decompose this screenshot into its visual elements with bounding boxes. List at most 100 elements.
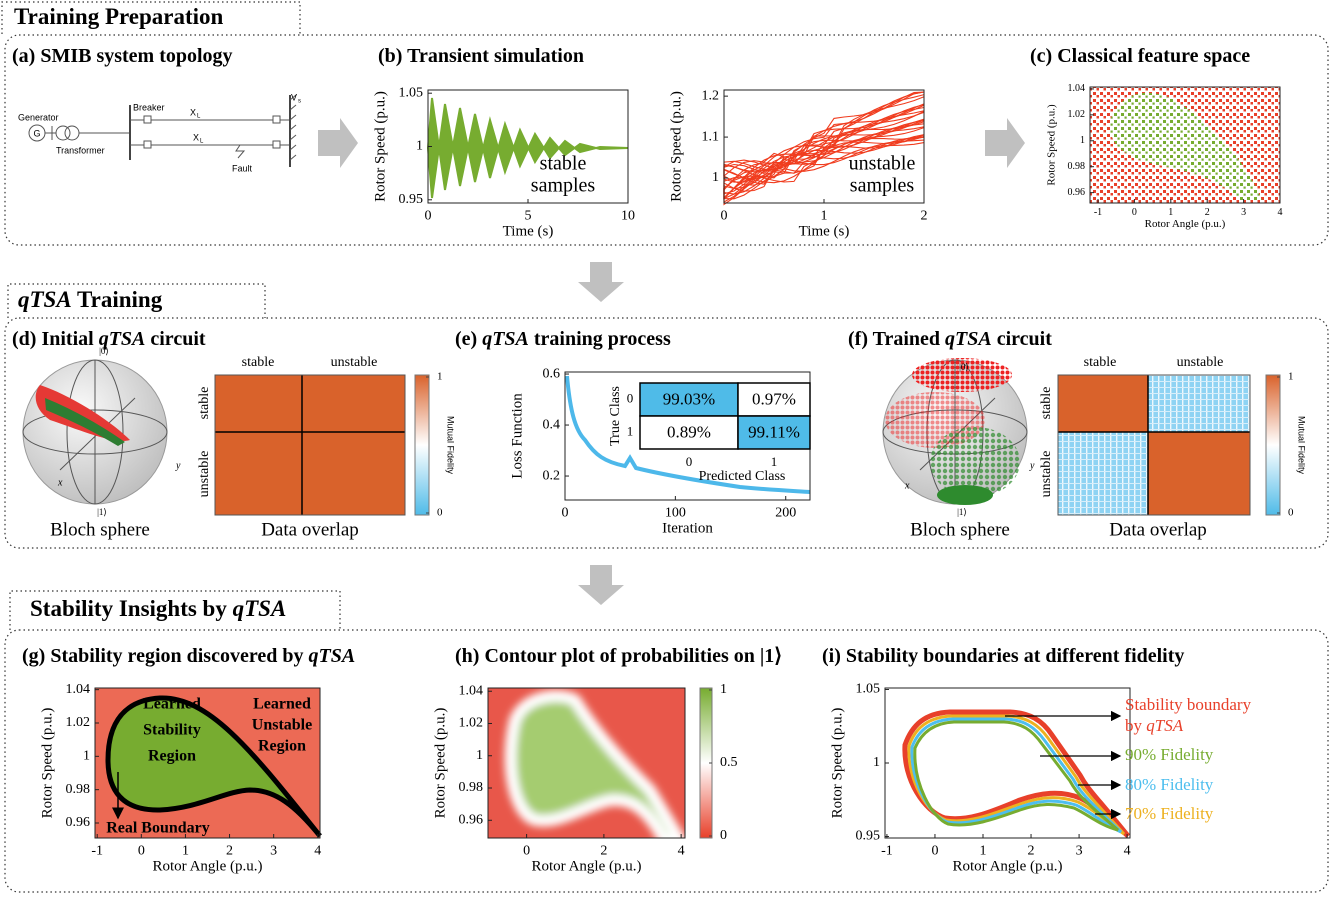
y-tick-label: 1.1 <box>702 129 720 144</box>
diagram-label: V <box>291 92 297 102</box>
text-run: Training <box>72 287 163 312</box>
y-tick-label: 1 <box>416 139 423 154</box>
panel-title: (d) Initial qTSA circuit <box>12 328 206 350</box>
diagram-label: Breaker <box>133 102 165 112</box>
text-run: qTSA <box>18 287 72 312</box>
text-run: (e) <box>455 328 482 350</box>
y-tick-label: 0.96 <box>66 815 91 830</box>
class-label: unstable <box>1177 355 1224 370</box>
bloch-label: x <box>57 477 63 488</box>
panel-title: (c) Classical feature space <box>1030 45 1250 67</box>
annotation: Learned <box>253 696 311 713</box>
text-run: (f) Trained <box>848 328 945 350</box>
class-label: stable <box>1084 355 1117 370</box>
x-tick-label: 2 <box>1028 844 1035 859</box>
matrix-value: 0.97% <box>752 389 796 408</box>
y-axis-label: Rotor Speed (p.u.) <box>432 708 448 819</box>
text-run: qTSA <box>233 596 287 621</box>
y-tick-label: 0.2 <box>543 468 561 483</box>
caption: Data overlap <box>1109 519 1207 540</box>
text-run: (i) Stability boundaries at different fi… <box>822 645 1184 667</box>
class-label: unstable <box>331 355 378 370</box>
x-tick-label: 1 <box>821 209 828 224</box>
colorbar-tick-label: 1 <box>437 371 443 383</box>
text-run: qTSA <box>308 645 355 667</box>
legend-entry: Stability boundary by qTSA <box>1125 695 1255 735</box>
x-tick-label: 4 <box>678 844 685 859</box>
matrix-value: 99.03% <box>663 389 715 408</box>
text-run: (g) Stability region discovered by <box>22 645 308 667</box>
colorbar-label: Mutual Fidelity <box>446 416 456 475</box>
y-tick-label: 1 <box>712 170 719 185</box>
diagram-label: X <box>193 132 199 142</box>
y-tick-label: 0.4 <box>543 417 561 432</box>
colorbar-tick-label: 0 <box>1288 507 1294 519</box>
annotation: Unstable <box>252 717 312 734</box>
x-tick-label: 0 <box>931 844 938 859</box>
overlap-heatmap <box>215 375 429 515</box>
x-axis-label: Rotor Angle (p.u.) <box>532 859 642 875</box>
class-label: unstable <box>1039 451 1054 498</box>
x-tick-label: 1 <box>182 844 189 859</box>
x-tick-label: 0 <box>562 506 569 521</box>
x-tick-label: 2 <box>226 844 233 859</box>
y-tick-label: 0.98 <box>459 780 484 795</box>
flow-arrow <box>578 262 624 302</box>
feature-scatter <box>1090 87 1280 203</box>
annotation: samples <box>850 175 915 197</box>
legend-entry: 70% Fidelity <box>1125 804 1214 823</box>
text-run: Training Preparation <box>14 4 224 29</box>
annotation: Stability <box>143 722 201 739</box>
panel-title: (i) Stability boundaries at different fi… <box>822 645 1184 667</box>
annotation: Learned <box>143 696 201 713</box>
flow-arrow <box>985 118 1025 168</box>
y-tick-label: 0.96 <box>1068 187 1086 198</box>
diagram-label: s <box>298 99 301 105</box>
y-tick-label: 1.05 <box>856 682 881 697</box>
x-tick-label: 1 <box>1168 207 1173 218</box>
x-axis-label: Rotor Angle (p.u.) <box>953 859 1063 875</box>
diagram-label: X <box>190 107 196 117</box>
x-tick-label: 3 <box>1076 844 1083 859</box>
caption: Bloch sphere <box>910 519 1010 540</box>
x-tick-label: 4 <box>1124 844 1131 859</box>
y-tick-label: 1.02 <box>1068 109 1086 120</box>
y-axis-label: Rotor Speed (p.u.) <box>668 91 684 202</box>
bloch-label: |1⟩ <box>957 507 967 517</box>
y-axis-label: Loss Function <box>509 393 525 479</box>
x-axis-label: Rotor Angle (p.u.) <box>1145 218 1226 230</box>
section-header: Training Preparation <box>14 4 224 29</box>
y-tick-label: 0.98 <box>66 782 91 797</box>
y-tick-label: 1.2 <box>702 88 720 103</box>
text-run: Stability boundary <box>1125 695 1255 714</box>
probability-contour <box>488 688 685 840</box>
diagram-label: L <box>197 114 201 120</box>
annotation: Region <box>148 748 196 765</box>
y-tick-label: 0.95 <box>856 829 881 844</box>
y-tick-label: 1.02 <box>66 715 91 730</box>
y-tick-label: 0.95 <box>399 192 424 207</box>
x-tick-label: 1 <box>980 844 987 859</box>
text-run: Stability Insights by <box>30 596 233 621</box>
colorbar-tick-label: 0.5 <box>720 755 738 770</box>
diagram-label: Transformer <box>56 145 105 155</box>
x-tick-label: 0 <box>138 844 145 859</box>
panel-title: (a) SMIB system topology <box>12 45 233 67</box>
class-label: stable <box>242 355 275 370</box>
text-run: circuit <box>992 328 1053 350</box>
x-tick-label: 4 <box>1278 207 1283 218</box>
legend-entry: 90% Fidelity <box>1125 745 1214 764</box>
col-label: 1 <box>771 454 778 469</box>
y-tick-label: 0.6 <box>543 366 561 381</box>
y-axis-label: Rotor Speed (p.u.) <box>372 91 388 202</box>
y-tick-label: 1.02 <box>459 716 484 731</box>
caption: Data overlap <box>261 519 359 540</box>
text-run: qTSA <box>482 328 529 350</box>
matrix-value: 0.89% <box>667 422 711 441</box>
class-label: stable <box>1039 387 1054 420</box>
y-tick-label: 1 <box>1080 135 1085 146</box>
x-tick-label: 3 <box>270 844 277 859</box>
caption: Bloch sphere <box>50 519 150 540</box>
bloch-label: x <box>904 480 910 491</box>
y-tick-label: 1.04 <box>66 682 91 697</box>
